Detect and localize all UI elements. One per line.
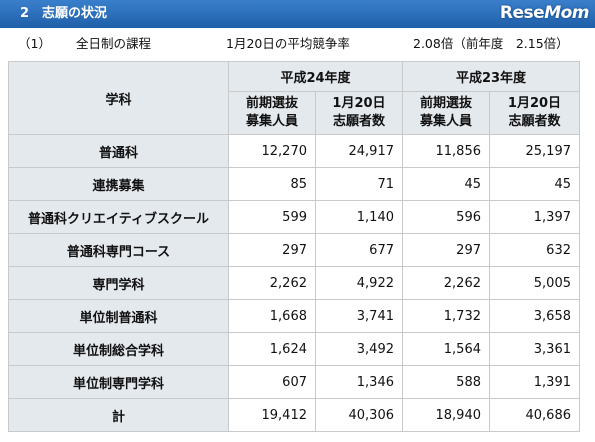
column-header: 1月20日 志願者数 bbox=[315, 91, 403, 135]
table-cell: 596 bbox=[402, 200, 490, 234]
row-label: 連携募集 bbox=[8, 167, 229, 201]
table-cell: 588 bbox=[402, 365, 490, 399]
table-cell: 11,856 bbox=[402, 134, 490, 168]
row-label: 普通科 bbox=[8, 134, 229, 168]
item-number: （1） bbox=[18, 36, 51, 51]
table-cell: 3,741 bbox=[315, 299, 403, 333]
table-cell: 45 bbox=[489, 167, 580, 201]
average-ratio-label: 1月20日の平均競争率 bbox=[226, 36, 350, 51]
applicant-table: 学科 平成24年度 平成23年度 前期選抜 募集人員 1月20日 志願者数 前期選抜… bbox=[8, 61, 580, 432]
table-cell: 1,564 bbox=[402, 332, 490, 366]
table-cell: 3,492 bbox=[315, 332, 403, 366]
table-row: 連携募集 85 71 45 45 bbox=[8, 167, 580, 201]
table-cell: 1,624 bbox=[228, 332, 316, 366]
table-cell: 1,732 bbox=[402, 299, 490, 333]
table-cell: 607 bbox=[228, 365, 316, 399]
table-cell: 71 bbox=[315, 167, 403, 201]
table-row-total: 計 19,412 40,306 18,940 40,686 bbox=[8, 398, 580, 432]
row-label: 単位制普通科 bbox=[8, 299, 229, 333]
table-cell: 5,005 bbox=[489, 266, 580, 300]
row-label: 専門学科 bbox=[8, 266, 229, 300]
table-cell: 1,346 bbox=[315, 365, 403, 399]
table-cell: 2,262 bbox=[402, 266, 490, 300]
table-cell: 1,397 bbox=[489, 200, 580, 234]
row-label: 単位制総合学科 bbox=[8, 332, 229, 366]
table-row: 普通科 12,270 24,917 11,856 25,197 bbox=[8, 134, 580, 168]
row-label: 単位制専門学科 bbox=[8, 365, 229, 399]
table-cell: 19,412 bbox=[228, 398, 316, 432]
table-cell: 85 bbox=[228, 167, 316, 201]
table-row: 単位制専門学科 607 1,346 588 1,391 bbox=[8, 365, 580, 399]
table-cell: 40,306 bbox=[315, 398, 403, 432]
table-cell: 45 bbox=[402, 167, 490, 201]
average-ratio-value: 2.08倍（前年度 2.15倍） bbox=[413, 36, 569, 51]
table-cell: 12,270 bbox=[228, 134, 316, 168]
section-number: 2 bbox=[20, 6, 30, 21]
resemom-logo: ReseMom bbox=[499, 3, 590, 23]
table-cell: 24,917 bbox=[315, 134, 403, 168]
table-cell: 1,391 bbox=[489, 365, 580, 399]
table-cell: 297 bbox=[402, 233, 490, 267]
table-cell: 297 bbox=[228, 233, 316, 267]
row-label: 普通科専門コース bbox=[8, 233, 229, 267]
year-header-h24: 平成24年度 bbox=[228, 61, 403, 92]
table-row: 専門学科 2,262 4,922 2,262 5,005 bbox=[8, 266, 580, 300]
table-row: 単位制普通科 1,668 3,741 1,732 3,658 bbox=[8, 299, 580, 333]
row-label: 普通科クリエイティブスクール bbox=[8, 200, 229, 234]
table-cell: 1,140 bbox=[315, 200, 403, 234]
summary-line: （1） 全日制の課程 1月20日の平均競争率 2.08倍（前年度 2.15倍） bbox=[0, 34, 595, 54]
table-cell: 2,262 bbox=[228, 266, 316, 300]
column-header: 前期選抜 募集人員 bbox=[402, 91, 490, 135]
table-row: 単位制総合学科 1,624 3,492 1,564 3,361 bbox=[8, 332, 580, 366]
row-label: 計 bbox=[8, 398, 229, 432]
course-label: 全日制の課程 bbox=[76, 36, 152, 51]
table-row: 普通科専門コース 297 677 297 632 bbox=[8, 233, 580, 267]
table-cell: 677 bbox=[315, 233, 403, 267]
department-header: 学科 bbox=[8, 61, 229, 135]
table-cell: 3,361 bbox=[489, 332, 580, 366]
column-header: 1月20日 志願者数 bbox=[489, 91, 580, 135]
section-title: 志願の状況 bbox=[42, 6, 108, 21]
section-header: 2 志願の状況 ReseMom bbox=[0, 0, 595, 28]
table-cell: 18,940 bbox=[402, 398, 490, 432]
table-row: 普通科クリエイティブスクール 599 1,140 596 1,397 bbox=[8, 200, 580, 234]
table-cell: 3,658 bbox=[489, 299, 580, 333]
table-cell: 4,922 bbox=[315, 266, 403, 300]
table-cell: 1,668 bbox=[228, 299, 316, 333]
table-cell: 599 bbox=[228, 200, 316, 234]
table-cell: 40,686 bbox=[489, 398, 580, 432]
column-header: 前期選抜 募集人員 bbox=[228, 91, 316, 135]
year-header-h23: 平成23年度 bbox=[402, 61, 580, 92]
table-cell: 632 bbox=[489, 233, 580, 267]
table-cell: 25,197 bbox=[489, 134, 580, 168]
